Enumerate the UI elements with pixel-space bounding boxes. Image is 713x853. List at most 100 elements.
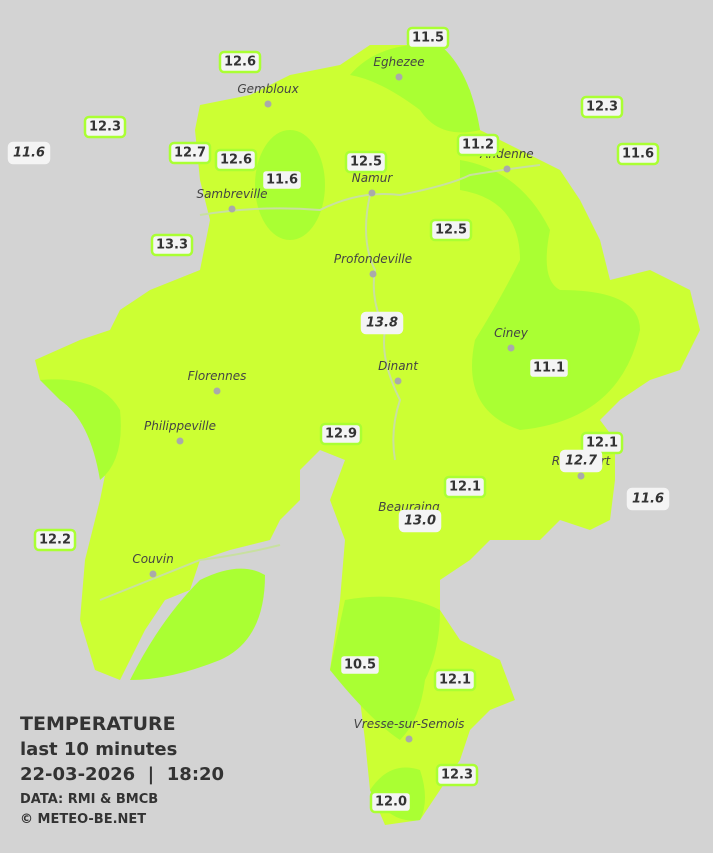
reading-value: 12.1	[449, 480, 481, 495]
town-dot	[228, 205, 236, 213]
town-dot	[213, 387, 221, 395]
reading: 12.1	[433, 668, 477, 692]
reading-box	[443, 475, 487, 499]
reading-value: 12.5	[435, 223, 467, 238]
reading-box	[369, 790, 413, 814]
town-name: Namur	[352, 171, 394, 185]
reading-value: 11.6	[13, 146, 45, 161]
reading-value: 10.5	[344, 658, 376, 673]
reading-box	[150, 233, 194, 257]
reading: 13.3	[150, 233, 194, 257]
reading: 12.7	[168, 141, 212, 165]
town-dot	[176, 437, 184, 445]
reading: 12.2	[33, 528, 77, 552]
town-name: Dinant	[378, 359, 419, 373]
reading: 12.3	[435, 763, 479, 787]
town-dot	[394, 377, 402, 385]
reading-value: 13.3	[156, 238, 188, 253]
town-name: Florennes	[188, 369, 247, 383]
reading-box	[33, 528, 77, 552]
town-name: Profondeville	[334, 252, 412, 266]
town-dot	[369, 270, 377, 278]
town-dot	[577, 472, 585, 480]
legend-source: DATA: RMI & BMCB	[20, 792, 158, 807]
reading: 12.6	[214, 148, 258, 172]
town-name: Eghezee	[373, 55, 424, 69]
reading: 13.0	[398, 509, 442, 533]
town-dot	[395, 73, 403, 81]
reading-value: 12.7	[174, 146, 206, 161]
town-dot	[368, 189, 376, 197]
legend-title: TEMPERATURE	[20, 713, 176, 735]
reading-value: 11.5	[412, 31, 444, 46]
reading: 12.3	[580, 95, 624, 119]
town-dot	[149, 570, 157, 578]
reading-box	[626, 487, 670, 511]
reading: 11.6	[626, 487, 670, 511]
reading-value: 12.6	[220, 153, 252, 168]
reading: 12.6	[218, 50, 262, 74]
town-dot	[405, 735, 413, 743]
reading-value: 12.7	[565, 454, 598, 469]
reading: 12.5	[344, 150, 388, 174]
reading: 11.6	[7, 141, 51, 165]
legend-credit: © METEO-BE.NET	[20, 812, 146, 827]
reading-value: 11.6	[632, 492, 664, 507]
reading: 12.1	[580, 431, 624, 455]
town-dot	[507, 344, 515, 352]
reading-value: 12.5	[350, 155, 382, 170]
reading-box	[433, 668, 477, 692]
town-name: Sambreville	[196, 187, 267, 201]
reading-box	[7, 141, 51, 165]
reading-box	[429, 218, 473, 242]
reading-box	[344, 150, 388, 174]
reading-value: 11.1	[533, 361, 565, 376]
town-name: Gembloux	[237, 82, 299, 96]
reading: 13.8	[360, 311, 404, 335]
reading-box	[527, 356, 571, 380]
reading-value: 12.3	[586, 100, 618, 115]
reading-value: 12.3	[441, 768, 473, 783]
reading-box	[435, 763, 479, 787]
reading-value: 12.1	[586, 436, 618, 451]
reading-value: 13.8	[366, 316, 398, 331]
reading: 12.1	[443, 475, 487, 499]
reading-box	[338, 653, 382, 677]
reading-value: 12.9	[325, 427, 357, 442]
reading-box	[616, 142, 660, 166]
reading: 11.6	[260, 168, 304, 192]
reading-box	[260, 168, 304, 192]
reading-value: 12.6	[224, 55, 256, 70]
reading-value: 12.1	[439, 673, 471, 688]
reading-box	[360, 311, 404, 335]
reading-value: 12.2	[39, 533, 71, 548]
reading-value: 12.3	[89, 120, 121, 135]
reading-box	[83, 115, 127, 139]
town-name: Philippeville	[144, 419, 216, 433]
reading: 11.6	[616, 142, 660, 166]
readings: 12.6 11.5 12.3 11.6 12.7 12.6 11.6 12.5 11.2 12.3…	[7, 26, 670, 814]
town-name: Ciney	[494, 326, 529, 340]
legend: TEMPERATURE last 10 minutes 22-03-2026 |…	[20, 713, 224, 827]
reading: 11.5	[406, 26, 450, 50]
reading-value: 13.0	[404, 514, 436, 529]
town-dot	[503, 165, 511, 173]
reading-value: 11.6	[622, 147, 654, 162]
reading: 12.9	[319, 422, 363, 446]
reading-box	[580, 431, 624, 455]
reading-box	[214, 148, 258, 172]
reading-box	[218, 50, 262, 74]
reading: 10.5	[338, 653, 382, 677]
reading: 11.1	[527, 356, 571, 380]
reading-box	[406, 26, 450, 50]
reading-box	[580, 95, 624, 119]
reading: 12.3	[83, 115, 127, 139]
reading-box	[559, 449, 603, 473]
reading-value: 11.6	[266, 173, 298, 188]
town-dot	[264, 100, 272, 108]
town-name: Couvin	[132, 552, 173, 566]
reading-box	[168, 141, 212, 165]
reading-value: 12.0	[375, 795, 407, 810]
reading-value: 11.2	[462, 138, 494, 153]
